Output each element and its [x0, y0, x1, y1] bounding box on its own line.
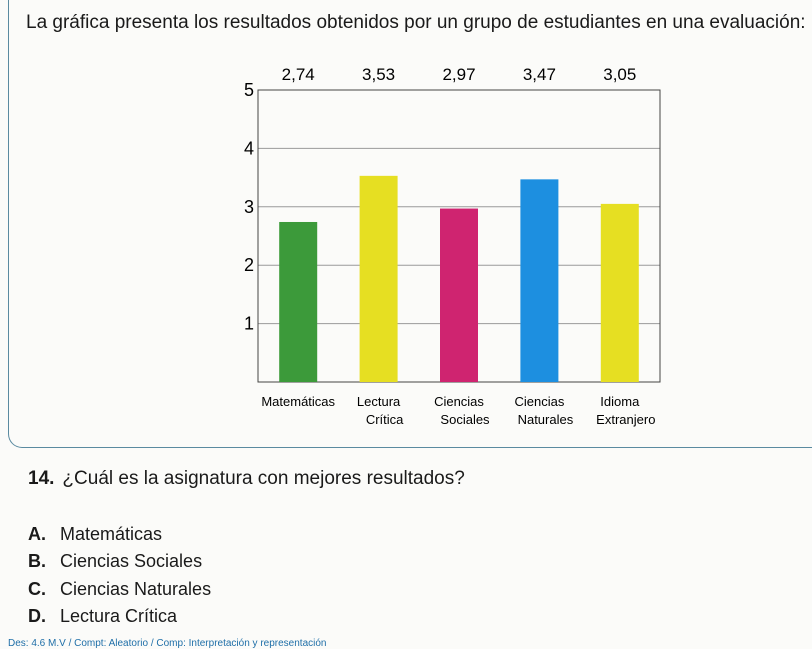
bar	[359, 175, 398, 382]
section-frame	[8, 0, 812, 448]
question-text: ¿Cuál es la asignatura con mejores resul…	[62, 468, 465, 489]
question-number: 14.	[28, 468, 55, 489]
bar	[440, 208, 478, 382]
bar	[279, 221, 318, 382]
chart: 1 2 3 4 5 2,74 Matemáticas 3,53 Lectura Crítica 2,…	[244, 65, 661, 427]
x-tick-label: Ciencias	[434, 394, 484, 409]
option[interactable]: D. Lectura Crítica	[28, 606, 177, 627]
footer: Des: 4.6 M.V / Compt: Aleatorio / Comp: …	[8, 638, 327, 649]
x-tick-label: Extranjero	[596, 412, 655, 427]
option-text: Matemáticas	[60, 524, 163, 544]
option-text: Ciencias Naturales	[60, 579, 212, 599]
option-letter: C.	[28, 579, 46, 599]
option[interactable]: A. Matemáticas	[28, 524, 162, 545]
x-tick-label: Idioma	[600, 394, 640, 409]
question: 14. ¿Cuál es la asignatura con mejores re…	[28, 468, 465, 490]
x-tick-label: Lectura	[357, 394, 401, 409]
intro-text: La gráfica presenta los resultados obten…	[26, 12, 806, 33]
value-label: 3,47	[523, 65, 556, 84]
value-label: 3,53	[362, 65, 395, 84]
bar	[520, 179, 559, 382]
value-label: 2,97	[442, 65, 475, 84]
bar	[600, 203, 639, 382]
y-tick-label: 1	[244, 314, 254, 334]
option[interactable]: C. Ciencias Naturales	[28, 579, 211, 600]
option-text: Ciencias Sociales	[60, 551, 203, 571]
value-label: 2,74	[282, 65, 315, 84]
value-label: 3,05	[603, 65, 636, 84]
option-letter: B.	[28, 551, 46, 571]
option-letter: A.	[28, 524, 46, 544]
option[interactable]: B. Ciencias Sociales	[28, 551, 202, 572]
y-tick-label: 5	[244, 80, 254, 100]
option-letter: D.	[28, 606, 46, 626]
x-tick-label: Matemáticas	[261, 394, 335, 409]
y-tick-label: 4	[244, 138, 254, 158]
option-text: Lectura Crítica	[60, 606, 178, 626]
x-tick-label: Naturales	[518, 412, 574, 427]
x-tick-label: Crítica	[366, 412, 404, 427]
x-tick-label: Sociales	[440, 412, 490, 427]
x-tick-label: Ciencias	[514, 394, 564, 409]
y-tick-label: 2	[244, 255, 254, 275]
y-tick-label: 3	[244, 197, 254, 217]
